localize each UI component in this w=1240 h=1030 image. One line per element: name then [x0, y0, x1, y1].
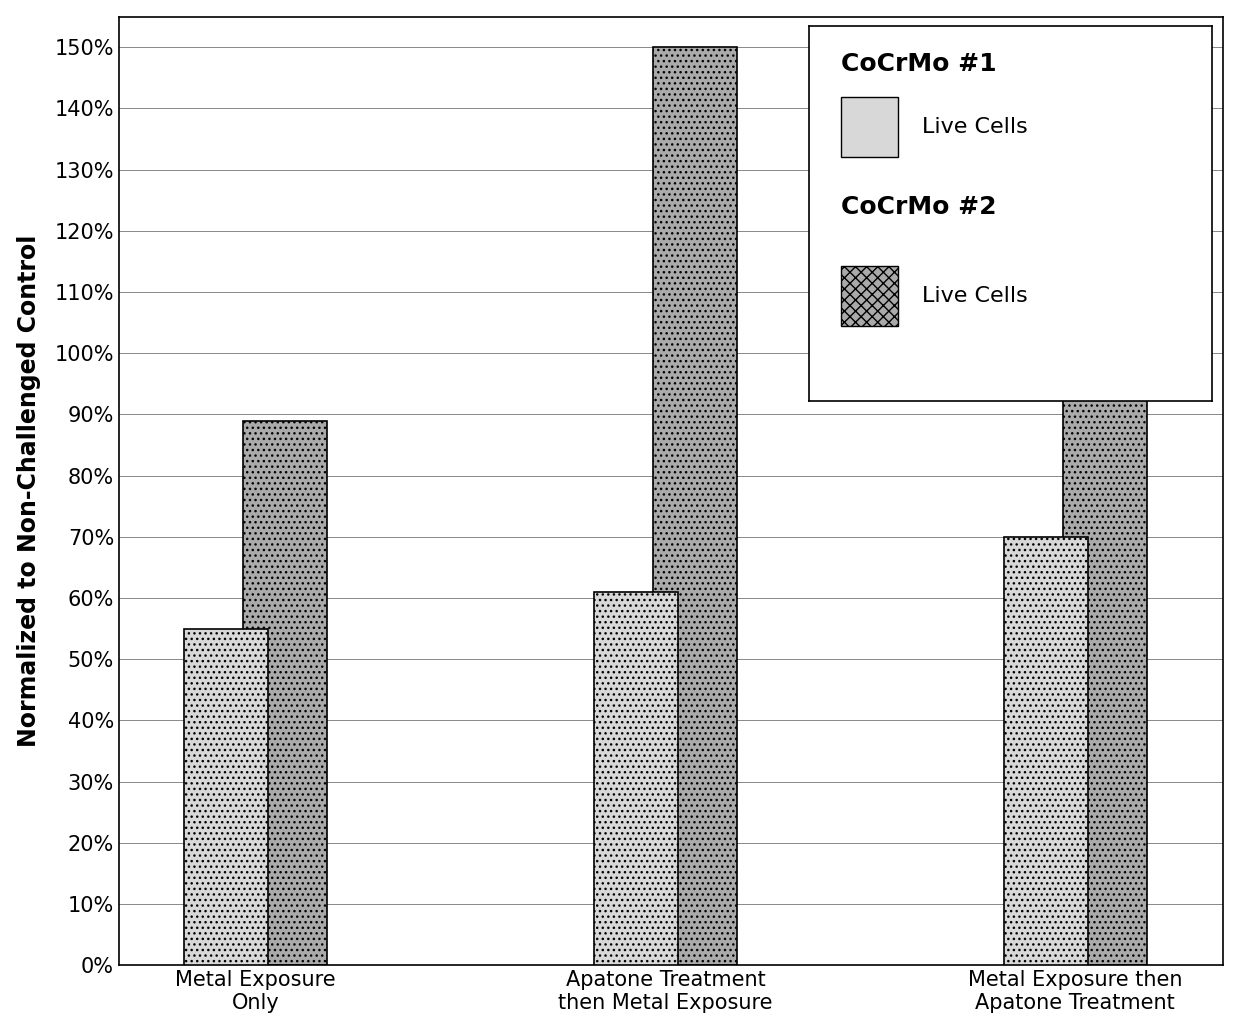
Bar — [594, 592, 678, 965]
Bar — [653, 47, 737, 965]
Y-axis label: Normalized to Non-Challenged Control: Normalized to Non-Challenged Control — [16, 235, 41, 747]
Bar — [243, 420, 327, 965]
Bar — [1063, 335, 1147, 965]
Bar — [1003, 537, 1087, 965]
Bar — [184, 628, 268, 965]
